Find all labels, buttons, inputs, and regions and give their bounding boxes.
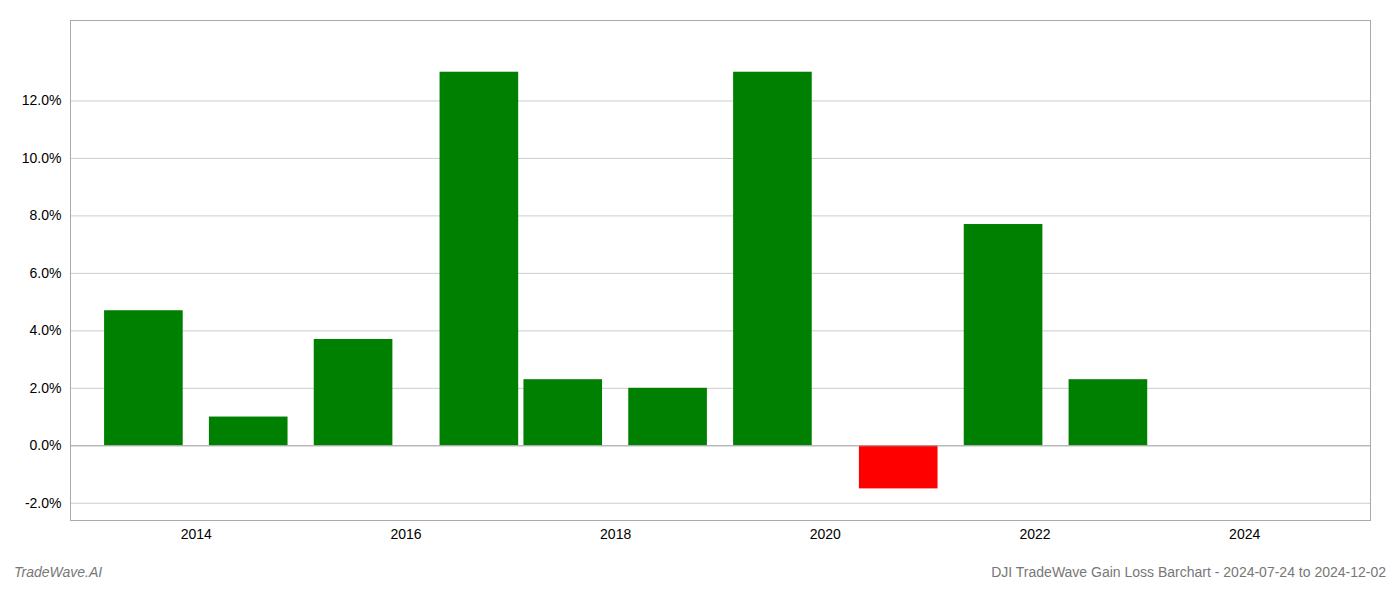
svg-text:-2.0%: -2.0% — [25, 495, 62, 511]
svg-text:2024: 2024 — [1229, 526, 1260, 542]
svg-text:6.0%: 6.0% — [30, 265, 62, 281]
svg-text:2.0%: 2.0% — [30, 380, 62, 396]
svg-text:2018: 2018 — [600, 526, 631, 542]
svg-text:8.0%: 8.0% — [30, 207, 62, 223]
svg-text:12.0%: 12.0% — [22, 92, 62, 108]
svg-text:2016: 2016 — [390, 526, 421, 542]
svg-text:4.0%: 4.0% — [30, 322, 62, 338]
html-text:TradeWave.AI: TradeWave.AI — [14, 564, 103, 580]
svg-text:10.0%: 10.0% — [22, 150, 62, 166]
html-text:DJI TradeWave Gain Loss Barcha: DJI TradeWave Gain Loss Barchart - 2024-… — [991, 564, 1386, 580]
svg-text:2022: 2022 — [1019, 526, 1050, 542]
svg-text:2014: 2014 — [181, 526, 212, 542]
svg-text:0.0%: 0.0% — [30, 437, 62, 453]
svg-text:2020: 2020 — [810, 526, 841, 542]
